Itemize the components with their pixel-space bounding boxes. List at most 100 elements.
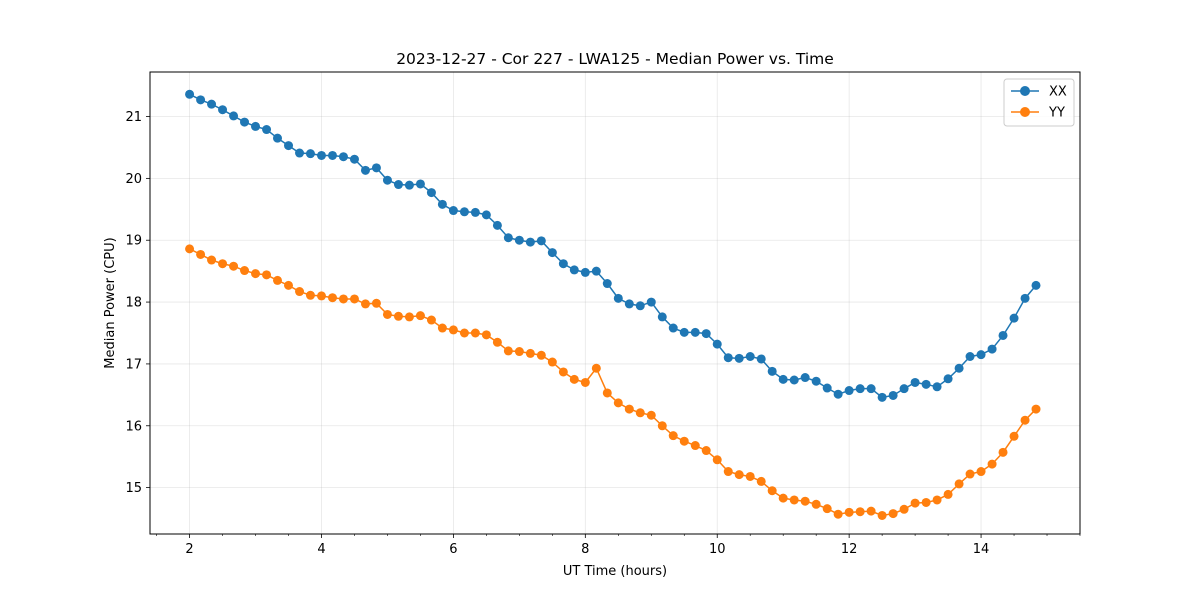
data-point-yy xyxy=(415,311,425,321)
data-point-yy xyxy=(305,290,315,300)
x-tick-label: 8 xyxy=(581,542,589,557)
data-point-xx xyxy=(965,352,975,361)
legend: XX YY xyxy=(1003,78,1075,127)
data-point-xx xyxy=(295,148,305,158)
data-point-yy xyxy=(767,486,777,496)
data-point-yy xyxy=(393,311,403,321)
data-point-xx xyxy=(328,150,337,160)
data-point-xx xyxy=(745,352,755,361)
data-point-xx xyxy=(580,267,590,277)
data-point-xx xyxy=(624,299,634,309)
data-point-yy xyxy=(1009,431,1019,441)
data-point-xx xyxy=(360,165,370,175)
x-tick-label: 2 xyxy=(185,542,193,557)
data-point-xx xyxy=(448,206,458,216)
data-point-xx xyxy=(1031,280,1041,290)
data-point-xx xyxy=(789,375,799,385)
data-point-xx xyxy=(404,180,414,190)
data-point-xx xyxy=(207,99,217,109)
data-point-xx xyxy=(899,384,909,394)
plot-series xyxy=(185,89,1041,520)
y-tick-label: 20 xyxy=(125,172,142,187)
data-point-yy xyxy=(536,350,546,360)
data-point-yy xyxy=(316,291,326,301)
plot-frame xyxy=(149,71,1081,535)
data-point-yy xyxy=(712,455,722,465)
data-point-xx xyxy=(668,323,678,333)
data-point-yy xyxy=(811,499,821,509)
data-point-yy xyxy=(624,404,634,414)
data-point-xx xyxy=(262,125,272,135)
data-point-xx xyxy=(690,327,700,337)
data-point-yy xyxy=(1020,415,1030,425)
data-point-yy xyxy=(481,330,491,340)
axis-ticks: 2 4 6 8 10 12 14 15 16 17 18 19 20 21 xyxy=(125,110,1081,557)
y-tick-label: 19 xyxy=(125,234,142,249)
data-point-xx xyxy=(240,117,250,127)
data-point-yy xyxy=(976,467,986,477)
data-point-yy xyxy=(910,498,920,508)
data-point-yy xyxy=(877,510,887,520)
data-point-xx xyxy=(349,154,359,164)
data-point-xx xyxy=(338,152,348,162)
data-point-xx xyxy=(196,95,206,105)
data-point-xx xyxy=(844,386,854,396)
x-tick-label: 4 xyxy=(317,542,325,557)
data-point-xx xyxy=(503,233,513,243)
data-point-yy xyxy=(998,447,1008,457)
data-point-xx xyxy=(273,133,282,143)
data-point-yy xyxy=(295,287,305,297)
data-point-yy xyxy=(965,469,975,479)
data-point-xx xyxy=(910,377,920,387)
data-point-yy xyxy=(580,377,590,387)
data-point-xx xyxy=(591,266,601,276)
data-point-yy xyxy=(328,293,337,303)
data-point-yy xyxy=(547,357,557,367)
x-axis-label: UT Time (hours) xyxy=(563,564,667,579)
data-point-xx xyxy=(284,141,294,151)
data-point-yy xyxy=(613,398,623,408)
data-point-yy xyxy=(635,408,645,418)
data-point-yy xyxy=(185,244,195,254)
data-point-xx xyxy=(778,374,788,384)
y-tick-label: 15 xyxy=(125,481,142,496)
data-point-yy xyxy=(338,294,348,304)
data-point-yy xyxy=(470,328,480,338)
data-point-yy xyxy=(723,467,733,477)
data-point-yy xyxy=(240,266,250,276)
data-point-yy xyxy=(503,346,513,356)
data-point-xx xyxy=(734,353,744,363)
chart-title: 2023-12-27 - Cor 227 - LWA125 - Median P… xyxy=(396,50,834,68)
data-point-yy xyxy=(789,495,799,505)
data-point-yy xyxy=(745,471,755,481)
data-point-yy xyxy=(514,347,524,357)
data-point-yy xyxy=(459,328,469,338)
data-point-yy xyxy=(657,421,667,431)
x-tick-label: 6 xyxy=(449,542,457,557)
data-point-yy xyxy=(888,509,898,519)
data-point-yy xyxy=(207,255,217,265)
data-point-yy xyxy=(569,374,579,384)
data-point-yy xyxy=(371,298,381,308)
data-point-xx xyxy=(547,248,557,258)
data-point-xx xyxy=(382,175,392,185)
data-point-yy xyxy=(899,504,909,514)
data-point-xx xyxy=(229,111,239,121)
data-point-xx xyxy=(932,382,942,392)
data-point-yy xyxy=(558,367,568,377)
data-point-xx xyxy=(305,149,315,159)
data-point-xx xyxy=(393,180,403,190)
data-point-yy xyxy=(426,315,436,325)
data-point-yy xyxy=(822,504,832,514)
data-point-xx xyxy=(976,350,986,360)
data-point-yy xyxy=(866,506,876,516)
data-point-yy xyxy=(921,497,931,507)
data-point-xx xyxy=(855,384,865,394)
data-point-yy xyxy=(1031,404,1041,414)
data-point-xx xyxy=(251,121,261,131)
data-point-xx xyxy=(415,179,425,189)
data-point-xx xyxy=(492,220,502,230)
data-point-yy xyxy=(602,388,612,398)
data-point-xx xyxy=(426,188,436,198)
data-point-xx xyxy=(371,163,381,173)
